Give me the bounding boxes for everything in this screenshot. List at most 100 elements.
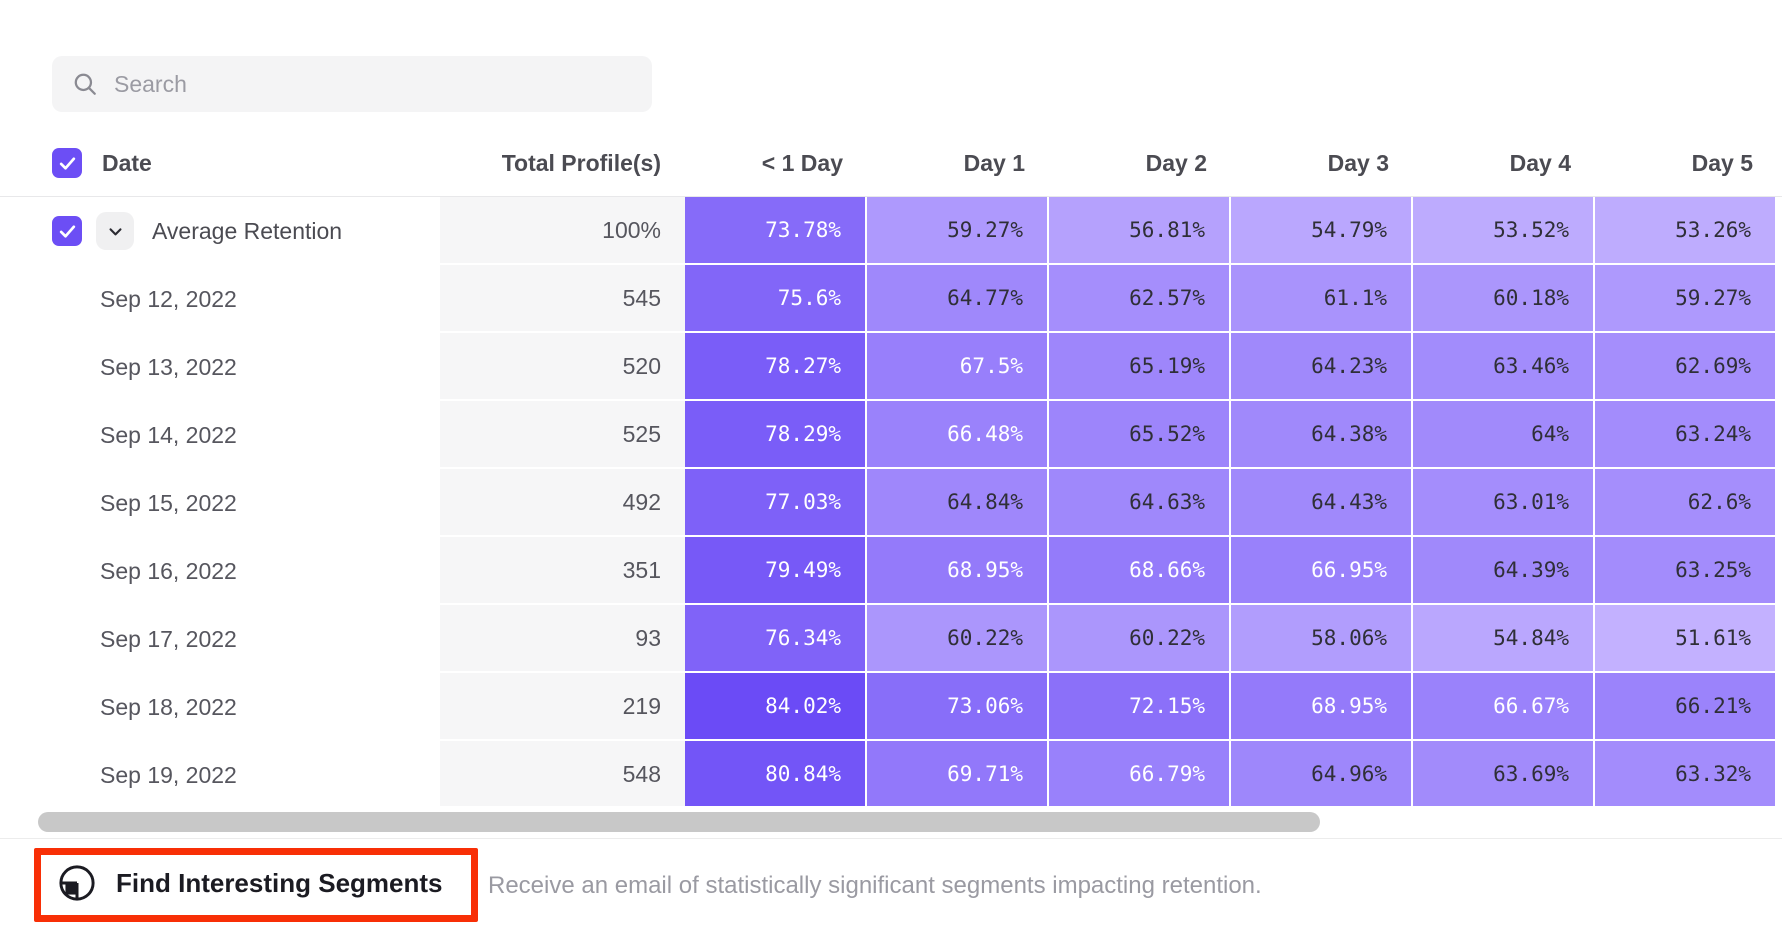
- heatmap-cell[interactable]: 61.1%: [1231, 265, 1413, 333]
- heatmap-cell[interactable]: 63.32%: [1595, 741, 1777, 809]
- row-label: Sep 19, 2022: [100, 761, 237, 788]
- footer-description: Receive an email of statistically signif…: [488, 872, 1262, 899]
- search-box[interactable]: [52, 56, 652, 112]
- table-row[interactable]: Sep 17, 2022 93 76.34% 60.22% 60.22% 58.06% 54…: [0, 605, 1782, 673]
- header-day-1: Day 1: [963, 149, 1025, 176]
- heatmap-cell[interactable]: 59.27%: [867, 197, 1049, 265]
- row-total-profiles: 492: [440, 469, 685, 537]
- heatmap-cell[interactable]: 66.67%: [1413, 673, 1595, 741]
- row-checkbox[interactable]: [52, 216, 82, 246]
- heatmap-cell[interactable]: 67.5%: [867, 333, 1049, 401]
- row-total-profiles: 545: [440, 265, 685, 333]
- row-total-profiles: 100%: [440, 197, 685, 265]
- heatmap-cell[interactable]: 68.95%: [1231, 673, 1413, 741]
- find-interesting-segments-label: Find Interesting Segments: [116, 867, 443, 898]
- row-label: Sep 15, 2022: [100, 489, 237, 516]
- table-row[interactable]: Sep 16, 2022 351 79.49% 68.95% 68.66% 66.95% 6…: [0, 537, 1782, 605]
- heatmap-cell[interactable]: 64.38%: [1231, 401, 1413, 469]
- header-date-label: Date: [102, 149, 152, 176]
- heatmap-cell[interactable]: 64%: [1413, 401, 1595, 469]
- row-date-cell: Sep 19, 2022: [0, 741, 440, 809]
- heatmap-cell[interactable]: 65.19%: [1049, 333, 1231, 401]
- heatmap-cell[interactable]: 62.6%: [1595, 469, 1777, 537]
- heatmap-cell[interactable]: 65.52%: [1049, 401, 1231, 469]
- row-label: Sep 18, 2022: [100, 693, 237, 720]
- row-date-cell: Sep 12, 2022: [0, 265, 440, 333]
- heatmap-cell[interactable]: 64.84%: [867, 469, 1049, 537]
- row-date-cell: Sep 14, 2022: [0, 401, 440, 469]
- heatmap-cell[interactable]: 72.15%: [1049, 673, 1231, 741]
- table-row[interactable]: Sep 15, 2022 492 77.03% 64.84% 64.63% 64.43% 6…: [0, 469, 1782, 537]
- heatmap-cell[interactable]: 64.23%: [1231, 333, 1413, 401]
- heatmap-cell[interactable]: 66.48%: [867, 401, 1049, 469]
- retention-table[interactable]: Date Total Profile(s) < 1 Day Day 1 Day …: [0, 130, 1782, 810]
- chevron-down-icon[interactable]: [96, 212, 134, 250]
- segment-pie-icon: [56, 862, 98, 904]
- heatmap-cell[interactable]: 84.02%: [685, 673, 867, 741]
- heatmap-cell[interactable]: 60.22%: [867, 605, 1049, 673]
- header-day-0: < 1 Day: [761, 149, 843, 176]
- heatmap-cell[interactable]: 63.24%: [1595, 401, 1777, 469]
- table-row[interactable]: Sep 12, 2022 545 75.6% 64.77% 62.57% 61.1% 60.…: [0, 265, 1782, 333]
- heatmap-cell[interactable]: 60.18%: [1413, 265, 1595, 333]
- header-day-2: Day 2: [1145, 149, 1207, 176]
- heatmap-cell[interactable]: 66.21%: [1595, 673, 1777, 741]
- heatmap-cell[interactable]: 78.27%: [685, 333, 867, 401]
- heatmap-cell[interactable]: 68.66%: [1049, 537, 1231, 605]
- search-input[interactable]: [114, 70, 632, 98]
- heatmap-cell[interactable]: 64.96%: [1231, 741, 1413, 809]
- select-all-checkbox[interactable]: [52, 148, 82, 178]
- header-total-profiles: Total Profile(s): [501, 149, 661, 176]
- heatmap-cell[interactable]: 66.79%: [1049, 741, 1231, 809]
- heatmap-cell[interactable]: 69.71%: [867, 741, 1049, 809]
- heatmap-cell[interactable]: 64.43%: [1231, 469, 1413, 537]
- heatmap-cell[interactable]: 56.81%: [1049, 197, 1231, 265]
- row-label: Sep 17, 2022: [100, 625, 237, 652]
- heatmap-cell[interactable]: 63.01%: [1413, 469, 1595, 537]
- bottom-divider: [0, 838, 1782, 839]
- horizontal-scrollbar-thumb[interactable]: [38, 812, 1320, 832]
- heatmap-cell[interactable]: 53.26%: [1595, 197, 1777, 265]
- heatmap-cell[interactable]: 77.03%: [685, 469, 867, 537]
- row-total-profiles: 219: [440, 673, 685, 741]
- row-date-cell: Sep 18, 2022: [0, 673, 440, 741]
- heatmap-cell[interactable]: 59.27%: [1595, 265, 1777, 333]
- heatmap-cell[interactable]: 62.57%: [1049, 265, 1231, 333]
- heatmap-cell[interactable]: 64.39%: [1413, 537, 1595, 605]
- row-total-profiles: 520: [440, 333, 685, 401]
- heatmap-cell[interactable]: 73.78%: [685, 197, 867, 265]
- heatmap-cell[interactable]: 54.79%: [1231, 197, 1413, 265]
- search-icon: [72, 71, 98, 97]
- heatmap-cell[interactable]: 79.49%: [685, 537, 867, 605]
- find-interesting-segments-button[interactable]: Find Interesting Segments: [56, 862, 443, 904]
- row-label: Average Retention: [152, 217, 343, 244]
- heatmap-cell[interactable]: 68.95%: [867, 537, 1049, 605]
- table-row[interactable]: Sep 19, 2022 548 80.84% 69.71% 66.79% 64.96% 6…: [0, 741, 1782, 809]
- table-row[interactable]: Average Retention 100% 73.78% 59.27% 56.81% 5…: [0, 197, 1782, 265]
- heatmap-cell[interactable]: 51.61%: [1595, 605, 1777, 673]
- heatmap-cell[interactable]: 73.06%: [867, 673, 1049, 741]
- table-row[interactable]: Sep 13, 2022 520 78.27% 67.5% 65.19% 64.23% 63…: [0, 333, 1782, 401]
- heatmap-cell[interactable]: 63.25%: [1595, 537, 1777, 605]
- heatmap-cell[interactable]: 66.95%: [1231, 537, 1413, 605]
- heatmap-cell[interactable]: 64.77%: [867, 265, 1049, 333]
- table-row[interactable]: Sep 18, 2022 219 84.02% 73.06% 72.15% 68.95% 6…: [0, 673, 1782, 741]
- heatmap-cell[interactable]: 76.34%: [685, 605, 867, 673]
- heatmap-cell[interactable]: 75.6%: [685, 265, 867, 333]
- row-total-profiles: 548: [440, 741, 685, 809]
- row-date-cell: Sep 13, 2022: [0, 333, 440, 401]
- heatmap-cell[interactable]: 62.69%: [1595, 333, 1777, 401]
- heatmap-cell[interactable]: 78.29%: [685, 401, 867, 469]
- row-average-retention: Average Retention: [0, 197, 440, 265]
- heatmap-cell[interactable]: 54.84%: [1413, 605, 1595, 673]
- heatmap-cell[interactable]: 63.69%: [1413, 741, 1595, 809]
- heatmap-cell[interactable]: 64.63%: [1049, 469, 1231, 537]
- heatmap-cell[interactable]: 63.46%: [1413, 333, 1595, 401]
- heatmap-cell[interactable]: 60.22%: [1049, 605, 1231, 673]
- heatmap-cell[interactable]: 58.06%: [1231, 605, 1413, 673]
- row-label: Sep 16, 2022: [100, 557, 237, 584]
- heatmap-cell[interactable]: 53.52%: [1413, 197, 1595, 265]
- heatmap-cell[interactable]: 80.84%: [685, 741, 867, 809]
- table-row[interactable]: Sep 14, 2022 525 78.29% 66.48% 65.52% 64.38% 6…: [0, 401, 1782, 469]
